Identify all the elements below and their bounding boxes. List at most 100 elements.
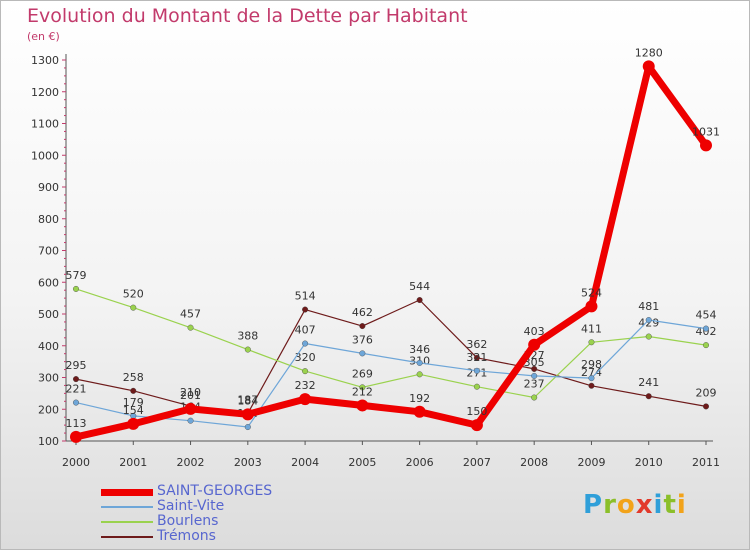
data-point [473,354,480,361]
legend-label: Bourlens [157,513,219,529]
data-point [72,285,79,292]
data-label: 403 [524,325,545,338]
proxiti-logo: Proxiti [583,490,687,520]
x-tick-label: 2010 [635,456,663,469]
logo-letter: P [583,490,604,520]
data-point [413,405,426,418]
y-tick-label: 600 [38,276,59,289]
data-label: 210 [180,386,201,399]
data-point [645,317,652,324]
data-point [473,383,480,390]
logo-letter: i [676,490,687,520]
data-label: 258 [123,371,144,384]
data-point [416,297,423,304]
data-label: 154 [123,404,144,417]
data-point [187,417,194,424]
data-label: 192 [409,392,430,405]
data-point [531,372,538,379]
y-tick-label: 700 [38,245,59,258]
data-label: 212 [352,385,373,398]
legend-item: Bourlens [101,513,341,530]
data-label: 113 [66,417,87,430]
data-label: 232 [295,379,316,392]
data-label: 221 [66,383,87,396]
chart-legend: SAINT-GEORGES Saint-Vite Bourlens Trémons [101,483,341,545]
x-tick-label: 2000 [62,456,90,469]
data-point [72,399,79,406]
legend-label: Saint-Vite [157,498,225,514]
data-label: 454 [696,309,717,322]
data-label: 407 [295,324,316,337]
data-label: 429 [638,317,659,330]
data-label: 457 [180,308,201,321]
series-bourlens: 579520457388320269310271237411429402 [66,269,717,401]
y-tick-label: 1100 [31,118,59,131]
x-tick-label: 2003 [234,456,262,469]
data-label: 298 [581,358,602,371]
series-line [75,288,707,399]
data-label: 520 [123,288,144,301]
legend-swatch [101,506,153,508]
data-point [302,306,309,313]
x-tick-label: 2007 [463,456,491,469]
x-tick-label: 2008 [520,456,548,469]
data-point [588,382,595,389]
data-label: 295 [66,359,87,372]
y-tick-label: 400 [38,340,59,353]
y-tick-label: 300 [38,372,59,385]
data-label: 269 [352,367,373,380]
series-saint-vite: 221179164144407376346321305298481454 [66,300,717,431]
series-line [75,299,707,414]
data-label: 241 [638,376,659,389]
data-point [588,375,595,382]
data-point [359,350,366,357]
data-label: 462 [352,306,373,319]
data-label: 514 [295,290,316,303]
data-label: 179 [123,396,144,409]
data-label: 1031 [692,125,720,138]
data-point [531,365,538,372]
data-point [700,139,712,152]
series-line [72,62,710,441]
x-tick-label: 2011 [692,456,720,469]
data-label: 362 [466,338,487,351]
data-point [642,60,655,73]
data-label: 201 [180,389,201,402]
data-point [241,408,254,421]
data-point [645,393,652,400]
data-point [299,393,312,406]
data-label: 321 [466,351,487,364]
chart-title: Evolution du Montant de la Dette par Hab… [27,5,468,27]
x-tick-label: 2001 [119,456,147,469]
data-label: 237 [524,378,545,391]
y-tick-label: 900 [38,181,59,194]
data-point [645,333,652,340]
legend-label: SAINT-GEORGES [157,483,273,499]
y-tick-label: 1300 [31,54,59,67]
data-label: 320 [295,351,316,364]
y-tick-label: 100 [38,435,59,448]
x-tick-label: 2009 [577,456,605,469]
data-point [302,368,309,375]
data-point [302,340,309,347]
data-point [127,417,140,430]
data-point [70,430,82,443]
data-label: 184 [237,394,258,407]
data-label: 388 [237,330,258,343]
legend-swatch [101,536,153,538]
data-point [585,300,598,313]
logo-letter: i [653,490,664,520]
data-point [528,338,541,351]
logo-letter: t [663,490,677,520]
legend-swatch [101,521,153,523]
series-line [75,319,707,428]
data-point [244,346,251,353]
data-point [473,367,480,374]
data-label: 579 [66,269,87,282]
logo-letter: r [603,490,617,520]
x-tick-label: 2006 [406,456,434,469]
legend-swatch [101,488,153,496]
logo-letter: o [616,490,636,520]
